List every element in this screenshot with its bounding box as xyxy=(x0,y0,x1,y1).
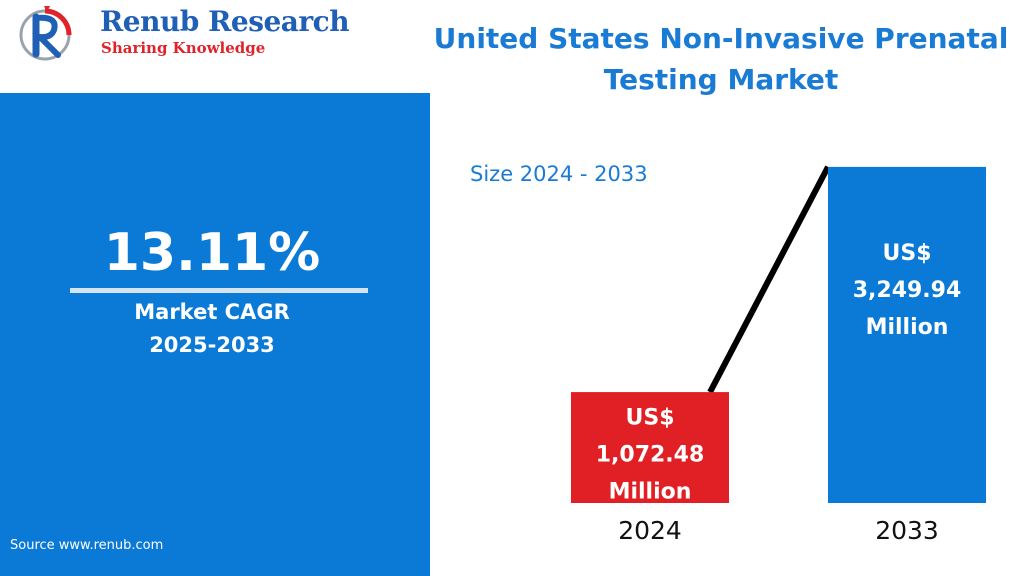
bar-value-label: Million xyxy=(609,480,692,505)
source-text: Source www.renub.com xyxy=(10,538,164,553)
bar-value-label: Million xyxy=(866,315,949,340)
bar-value-label: 3,249.94 xyxy=(853,278,962,303)
bar-value-label: 1,072.48 xyxy=(596,443,705,468)
bar-2024 xyxy=(571,392,729,503)
cagr-label: Market CAGR 2025-2033 xyxy=(0,296,424,362)
cagr-value: 13.11% xyxy=(103,223,321,283)
cagr-label-line1: Market CAGR xyxy=(134,300,290,324)
x-tick-label: 2024 xyxy=(618,516,682,545)
bar-value-label: US$ xyxy=(625,406,674,431)
brand-name: Renub Research xyxy=(100,5,350,38)
x-tick-label: 2033 xyxy=(875,516,939,545)
cagr-panel: 13.11% Market CAGR 2025-2033 Source www.… xyxy=(0,93,430,576)
size-label: Size 2024 - 2033 xyxy=(470,162,648,186)
bar-2033 xyxy=(828,166,986,503)
cagr-label-line2: 2025-2033 xyxy=(149,333,275,357)
cagr-divider xyxy=(70,288,368,293)
trend-line xyxy=(707,165,831,394)
page-title: United States Non-Invasive Prenatal Test… xyxy=(433,22,1009,96)
bar-value-label: US$ xyxy=(882,241,931,266)
renub-logo-icon xyxy=(19,6,72,61)
renub-logo: Renub Research Sharing Knowledge xyxy=(14,2,350,64)
brand-tagline: Sharing Knowledge xyxy=(101,39,266,57)
